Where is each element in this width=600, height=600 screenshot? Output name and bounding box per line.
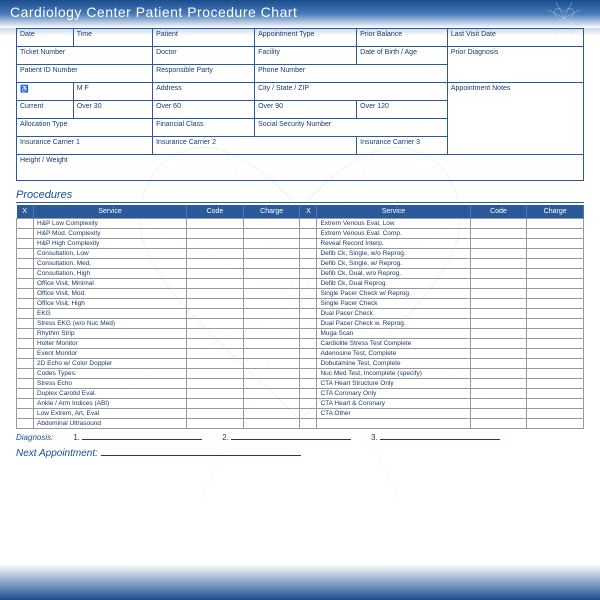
field-over30: Over 30: [77, 103, 102, 110]
header: Cardiology Center Patient Procedure Char…: [0, 0, 600, 28]
col-charge2: Charge: [527, 205, 584, 219]
field-facility: Facility: [258, 49, 280, 56]
table-row: Office Visit, Mod.Single Pacer Check w/ …: [17, 289, 584, 299]
field-over60: Over 60: [156, 103, 181, 110]
table-row: Ankle / Arm Indices (ABI)CTA Heart & Cor…: [17, 399, 584, 409]
field-appt-type: Appointment Type: [258, 31, 314, 38]
table-row: Consultation, LowDefib Ck, Single, w/o R…: [17, 249, 584, 259]
field-financial-class: Financial Class: [156, 121, 203, 128]
field-over120: Over 120: [360, 103, 389, 110]
field-dob: Date of Birth / Age: [360, 49, 417, 56]
next-appointment: Next Appointment:: [16, 448, 584, 459]
field-over90: Over 90: [258, 103, 283, 110]
field-height-weight: Height / Weight: [20, 157, 68, 164]
page-title: Cardiology Center Patient Procedure Char…: [10, 4, 297, 20]
field-time: Time: [77, 31, 92, 38]
field-patient-id: Patient ID Number: [20, 67, 78, 74]
table-row: Office Visit, HighSingle Pacer Check: [17, 299, 584, 309]
procedures-table: X Service Code Charge X Service Code Cha…: [16, 205, 584, 429]
field-doctor: Doctor: [156, 49, 177, 56]
col-service1: Service: [34, 205, 187, 219]
field-prior-diag: Prior Diagnosis: [451, 49, 498, 56]
diag-2: 2.: [222, 433, 229, 442]
diagnosis-label: Diagnosis:: [16, 433, 53, 442]
table-row: Stress EKG (w/o Nuc Med)Dual Pacer Check…: [17, 319, 584, 329]
diag-1: 1.: [73, 433, 80, 442]
col-service2: Service: [317, 205, 470, 219]
patient-info-grid: Date Time Patient Appointment Type Prior…: [16, 28, 584, 181]
field-gender: M F: [77, 85, 89, 92]
field-phone: Phone Number: [258, 67, 305, 74]
table-row: H&P High ComplexityReveal Record Interp.: [17, 239, 584, 249]
table-row: Consultation, HighDefib Ck, Dual, w/o Re…: [17, 269, 584, 279]
col-code2: Code: [470, 205, 527, 219]
procedures-heading: Procedures: [16, 189, 584, 203]
table-row: H&P Mod. ComplexityExtrem Venous Eval. C…: [17, 229, 584, 239]
col-charge1: Charge: [243, 205, 300, 219]
diag-3: 3.: [371, 433, 378, 442]
table-row: Codes Types:Nuc Med Test, Incomplete (sp…: [17, 369, 584, 379]
field-accessibility: ♿: [20, 86, 29, 93]
table-row: Event MonitorAdenosine Test, Complete: [17, 349, 584, 359]
field-ssn: Social Security Number: [258, 121, 331, 128]
field-current: Current: [20, 103, 43, 110]
field-address: Address: [156, 85, 182, 92]
field-prior-balance: Prior Balance: [360, 31, 402, 38]
col-x1: X: [17, 205, 34, 219]
table-row: EKGDual Pacer Check: [17, 309, 584, 319]
field-allocation: Allocation Type: [20, 121, 67, 128]
diagnosis-row: Diagnosis: 1. 2. 3.: [16, 433, 584, 442]
table-row: Duplex Carotid Eval.CTA Coronary Only: [17, 389, 584, 399]
table-row: Low Extrem, Art, EvalCTA Other: [17, 409, 584, 419]
col-x2: X: [300, 205, 317, 219]
table-row: Rhythm StripMuga Scan: [17, 329, 584, 339]
table-row: Abdominal Ultrasound: [17, 419, 584, 429]
field-ins2: Insurance Carrier 2: [156, 139, 216, 146]
field-ins3: Insurance Carrier 3: [360, 139, 420, 146]
col-code1: Code: [187, 205, 244, 219]
field-responsible: Responsible Party: [156, 67, 213, 74]
table-row: H&P Low ComplexityExtrem Venous Eval, Lo…: [17, 219, 584, 229]
field-ticket: Ticket Number: [20, 49, 65, 56]
field-patient: Patient: [156, 31, 178, 38]
table-row: Office Visit, MinimalDefib Ck, Dual Repr…: [17, 279, 584, 289]
field-date: Date: [20, 31, 35, 38]
field-last-visit: Last Visit Date: [451, 31, 496, 38]
heart-logo-icon: [548, 2, 580, 34]
table-row: Holter MonitorCardiolite Stress Test Com…: [17, 339, 584, 349]
table-row: Consultation, Med.Defib Ck, Single, w/ R…: [17, 259, 584, 269]
table-row: Stress EchoCTA Heart Structure Only: [17, 379, 584, 389]
table-row: 2D Echo w/ Color DopplerDobutamine Test,…: [17, 359, 584, 369]
field-city-state: City / State / ZIP: [258, 85, 309, 92]
field-ins1: Insurance Carrier 1: [20, 139, 80, 146]
field-appt-notes: Appointment Notes: [451, 85, 511, 92]
